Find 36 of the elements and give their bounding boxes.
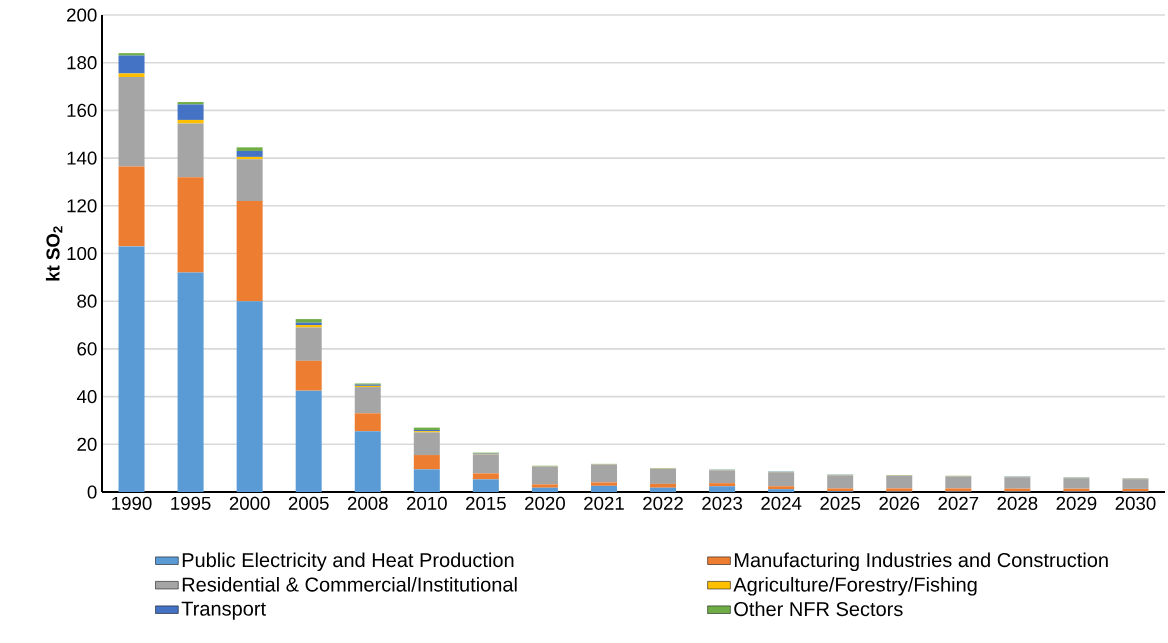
y-axis-title: kt SO$_{2}$ (45, 226, 63, 281)
y-tick-label: 120 (67, 199, 97, 213)
x-tick-label: 2000 (229, 496, 270, 510)
x-tick-label: 2023 (702, 496, 743, 510)
y-tick-label: 180 (67, 56, 97, 70)
x-tick-label: 2027 (938, 496, 979, 510)
x-tick-label: 1990 (112, 496, 152, 510)
x-tick-label: 2030 (1115, 496, 1156, 510)
y-tick-label: 140 (67, 151, 97, 165)
x-tick-label: 1995 (171, 496, 211, 510)
y-tick-label: 160 (67, 103, 97, 118)
x-tick-label: 2022 (643, 496, 683, 510)
y-tick-label: 100 (67, 246, 97, 261)
x-tick-label: 2021 (584, 496, 624, 510)
y-tick-label: 80 (77, 294, 97, 308)
y-tick-label: 200 (67, 8, 97, 22)
legend-label: Other NFR Sectors (734, 601, 903, 617)
y-tick-label: 40 (76, 389, 97, 404)
y-tick-label: 20 (77, 437, 97, 451)
x-tick-label: 2008 (347, 496, 388, 510)
legend-label: Public Electricity and Heat Production (182, 552, 514, 572)
x-tick-label: 2010 (406, 496, 447, 510)
legend-label: Manufacturing Industries and Construction (734, 552, 1108, 572)
legend-label: Residential & Commercial/Institutional (182, 576, 517, 592)
x-tick-label: 2028 (997, 496, 1038, 510)
y-tick-label: 0 (87, 485, 97, 499)
legend-label: Agriculture/Forestry/Fishing (733, 576, 977, 596)
x-tick-label: 2026 (879, 496, 920, 510)
x-tick-label: 2015 (466, 496, 506, 510)
x-tick-label: 2029 (1056, 496, 1097, 510)
legend-label: Transport (181, 601, 266, 620)
y-tick-label: 60 (77, 342, 97, 356)
x-tick-label: 2005 (288, 496, 329, 510)
x-tick-label: 2024 (761, 496, 802, 510)
x-tick-label: 2020 (525, 496, 565, 510)
x-tick-label: 2025 (820, 496, 861, 510)
